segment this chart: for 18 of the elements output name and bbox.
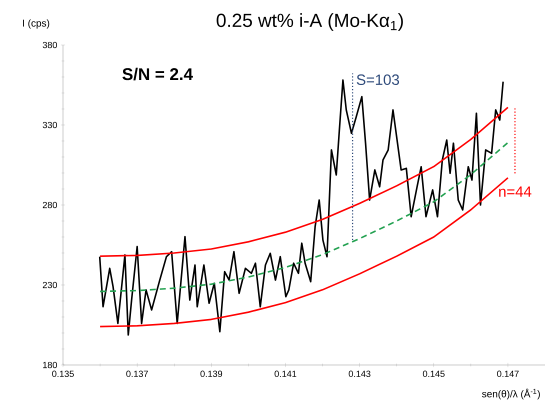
y-tick-label: 230 (42, 282, 58, 288)
series-label: S=103 (356, 74, 400, 86)
x-tick-label: 0.137 (126, 370, 148, 377)
y-tick-label: 180 (43, 362, 58, 368)
x-tick-label: 0.139 (200, 370, 222, 377)
x-tick-label: 0.145 (422, 370, 445, 377)
y-axis-title: I (cps) (23, 19, 50, 29)
x-tick-label: 0.147 (497, 370, 519, 377)
x-axis-title: sen(θ)/λ (Å$^{-1}$) (482, 388, 540, 400)
annotation: S/N = 2.4 (122, 68, 193, 80)
x-tick-label: 0.135 (52, 370, 74, 377)
y-tick-label: 380 (42, 42, 58, 48)
series-label: n=44 (499, 186, 532, 197)
chart-title: 0.25 wt% i-A (Mo-Kα$_{1}$) (216, 13, 403, 31)
x-tick-label: 0.141 (274, 370, 296, 377)
x-tick-label: 0.143 (348, 370, 370, 377)
y-tick-label: 330 (42, 122, 58, 128)
y-tick-label: 280 (42, 202, 58, 208)
